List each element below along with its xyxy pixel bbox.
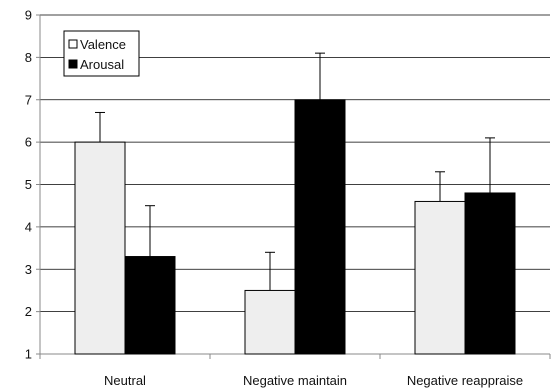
x-category-label: Neutral <box>104 373 146 388</box>
bars <box>74 99 516 355</box>
y-tick-label: 2 <box>25 304 32 319</box>
legend-swatch-arousal <box>68 59 78 69</box>
bar-arousal <box>124 256 176 355</box>
error-bars <box>95 52 495 291</box>
bar-valence <box>414 200 466 355</box>
x-category-label: Negative maintain <box>243 373 347 388</box>
y-tick-label: 8 <box>25 50 32 65</box>
y-tick-label: 6 <box>25 135 32 150</box>
legend: Valence Arousal <box>63 30 140 77</box>
legend-swatch-valence <box>68 39 78 49</box>
bar-arousal <box>464 192 516 355</box>
bar-valence <box>74 141 126 355</box>
y-tick-label: 9 <box>25 8 32 23</box>
y-tick-label: 3 <box>25 262 32 277</box>
y-tick-label: 1 <box>25 347 32 362</box>
y-tick-label: 4 <box>25 219 32 234</box>
legend-label: Arousal <box>80 57 124 72</box>
x-category-label: Negative reappraise <box>407 373 523 388</box>
bar-arousal <box>294 99 346 355</box>
bar-valence <box>244 289 296 355</box>
y-axis: 1 2 3 4 5 6 7 8 9 <box>25 8 41 362</box>
y-tick-label: 7 <box>25 92 32 107</box>
x-axis: Neutral Negative maintain Negative reappra… <box>39 353 551 388</box>
y-tick-label: 5 <box>25 177 32 192</box>
legend-label: Valence <box>80 37 126 52</box>
